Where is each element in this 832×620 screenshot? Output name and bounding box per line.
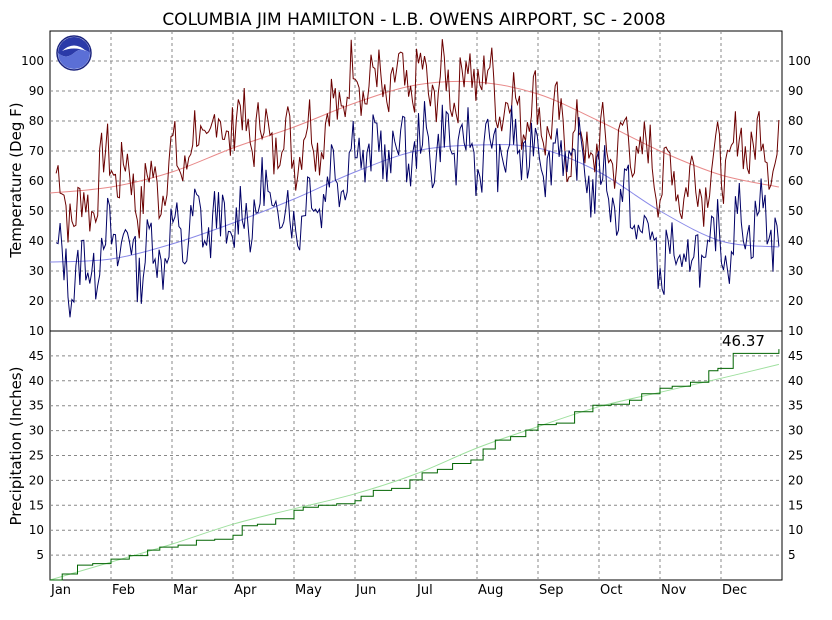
temp-tick-label-left: 100 [21, 54, 44, 68]
temp-tick-label-right: 50 [788, 204, 803, 218]
precip-tick-label-left: 30 [29, 424, 44, 438]
precip-tick-label-right: 20 [788, 473, 803, 487]
temp-tick-label-right: 60 [788, 174, 803, 188]
temp-tick-label-left: 80 [29, 114, 44, 128]
precip-tick-label-right: 25 [788, 449, 803, 463]
temp-tick-label-left: 40 [29, 234, 44, 248]
annual-total-label: 46.37 [722, 332, 765, 350]
temp-tick-label-right: 30 [788, 264, 803, 278]
month-tick-label: Nov [661, 583, 687, 598]
month-tick-label: Dec [722, 583, 747, 598]
precip-tick-label-right: 5 [788, 548, 796, 562]
month-tick-label: Jan [50, 583, 71, 598]
precipitation-axis-label: Precipitation (Inches) [7, 367, 25, 526]
daily-low-line [55, 101, 780, 318]
logo-bird [62, 45, 86, 51]
temp-tick-label-right: 20 [788, 294, 803, 308]
temp-tick-label-right: 10 [788, 324, 803, 338]
temp-tick-label-left: 90 [29, 84, 44, 98]
precip-tick-label-left: 25 [29, 449, 44, 463]
precip-tick-label-right: 35 [788, 399, 803, 413]
month-tick-label: Feb [112, 583, 135, 598]
temp-tick-label-left: 10 [29, 324, 44, 338]
temp-tick-label-left: 30 [29, 264, 44, 278]
month-tick-label: Mar [173, 583, 198, 598]
month-tick-label: May [295, 583, 322, 598]
precip-tick-label-right: 30 [788, 424, 803, 438]
chart-title: COLUMBIA JIM HAMILTON - L.B. OWENS AIRPO… [162, 10, 665, 30]
logo-sea [58, 49, 90, 69]
temp-tick-label-left: 20 [29, 294, 44, 308]
precip-tick-label-right: 40 [788, 374, 803, 388]
precip-tick-label-left: 15 [29, 498, 44, 512]
month-tick-label: Oct [600, 583, 622, 598]
noaa-logo [56, 35, 92, 71]
precip-tick-label-left: 45 [29, 349, 44, 363]
precip-tick-label-right: 10 [788, 523, 803, 537]
month-tick-label: Jun [355, 583, 376, 598]
observed-precip-line [50, 349, 780, 581]
precip-tick-label-right: 15 [788, 498, 803, 512]
month-tick-label: Aug [478, 583, 503, 598]
temp-tick-label-right: 40 [788, 234, 803, 248]
month-tick-label: Jul [416, 583, 433, 598]
precip-tick-label-left: 20 [29, 473, 44, 487]
daily-high-line [55, 39, 780, 243]
temp-tick-label-right: 70 [788, 144, 803, 158]
precip-tick-label-left: 10 [29, 523, 44, 537]
temp-tick-label-left: 50 [29, 204, 44, 218]
precip-tick-label-right: 45 [788, 349, 803, 363]
precip-tick-label-left: 35 [29, 399, 44, 413]
temp-tick-label-right: 100 [788, 54, 811, 68]
precip-tick-label-left: 5 [36, 548, 44, 562]
temp-tick-label-right: 80 [788, 114, 803, 128]
temp-tick-label-right: 90 [788, 84, 803, 98]
precip-tick-label-left: 40 [29, 374, 44, 388]
month-tick-label: Sep [539, 583, 564, 598]
month-tick-label: Apr [234, 583, 257, 598]
plot-frame [49, 30, 783, 581]
temp-tick-label-left: 60 [29, 174, 44, 188]
temp-tick-label-left: 70 [29, 144, 44, 158]
normal-high-line [49, 80, 780, 194]
temperature-axis-label: Temperature (Deg F) [7, 102, 25, 258]
normal-low-line [49, 144, 779, 263]
